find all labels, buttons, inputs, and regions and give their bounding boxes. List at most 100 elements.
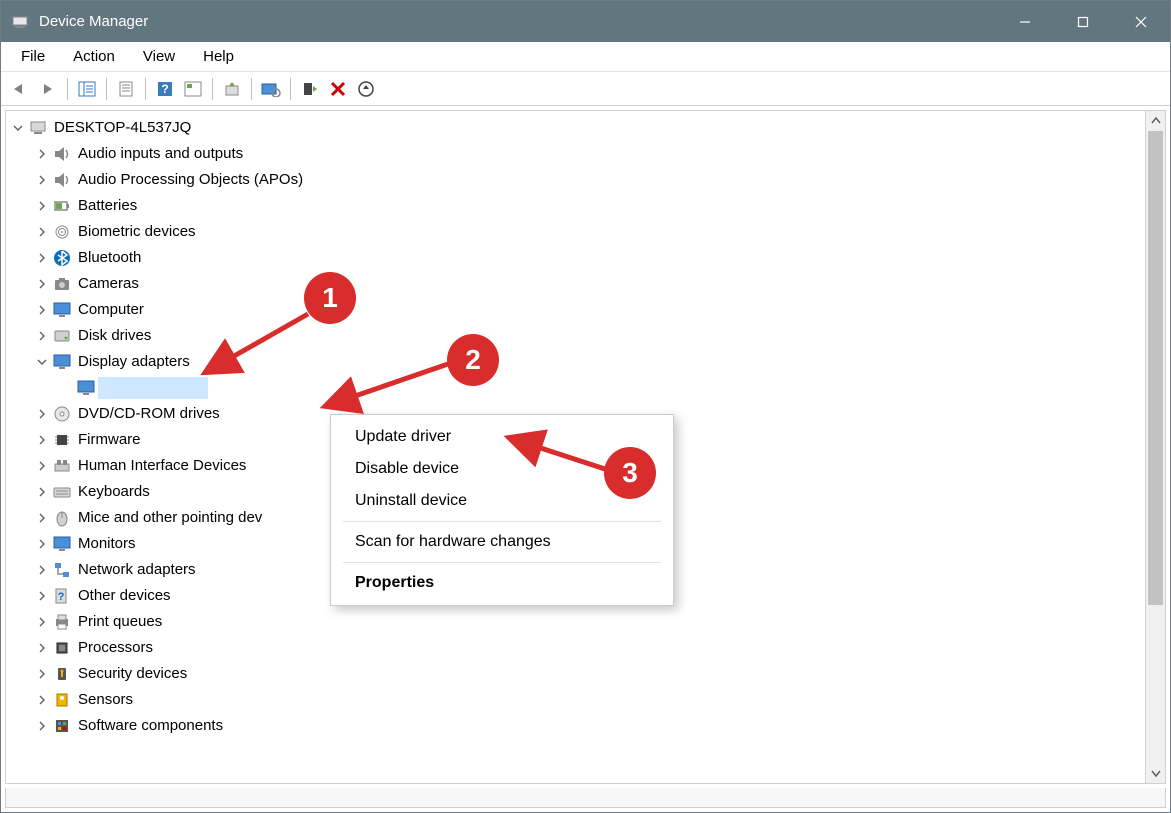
scroll-track[interactable]: [1146, 131, 1165, 763]
printer-icon: [52, 612, 72, 632]
security-icon: [52, 664, 72, 684]
scroll-up-button[interactable]: [1146, 111, 1165, 131]
tree-node-label: Display adapters: [78, 349, 190, 375]
expand-icon[interactable]: [34, 250, 50, 266]
tree-node-label: Batteries: [78, 193, 137, 219]
window-controls: [996, 1, 1170, 42]
tree-node-label: Bluetooth: [78, 245, 141, 271]
disable-device-button[interactable]: [325, 76, 351, 102]
collapse-icon[interactable]: [10, 120, 26, 136]
tree-node[interactable]: Biometric devices: [34, 219, 1145, 245]
tree-node-label: Firmware: [78, 427, 141, 453]
expand-icon[interactable]: [34, 146, 50, 162]
collapse-icon[interactable]: [34, 354, 50, 370]
tree-node[interactable]: Security devices: [34, 661, 1145, 687]
tree-node[interactable]: Print queues: [34, 609, 1145, 635]
context-scan-hardware[interactable]: Scan for hardware changes: [331, 526, 673, 558]
menu-action[interactable]: Action: [59, 44, 129, 69]
expand-icon[interactable]: [34, 640, 50, 656]
tree-node[interactable]: Sensors: [34, 687, 1145, 713]
tree-node-label: Cameras: [78, 271, 139, 297]
expand-icon[interactable]: [34, 198, 50, 214]
vertical-scrollbar[interactable]: [1146, 110, 1166, 784]
expand-icon[interactable]: [34, 510, 50, 526]
scan-hardware-button[interactable]: [258, 76, 284, 102]
mouse-icon: [52, 508, 72, 528]
close-button[interactable]: [1112, 1, 1170, 42]
expand-icon[interactable]: [34, 172, 50, 188]
annotation-circle: 3: [604, 447, 656, 499]
properties-button[interactable]: [113, 76, 139, 102]
menu-view[interactable]: View: [129, 44, 189, 69]
toolbar-separator: [290, 78, 291, 100]
tree-node-label: Human Interface Devices: [78, 453, 246, 479]
unknown-icon: ?: [52, 586, 72, 606]
app-icon: [11, 13, 29, 31]
show-hidden-button[interactable]: [180, 76, 206, 102]
expand-icon[interactable]: [34, 666, 50, 682]
scroll-down-button[interactable]: [1146, 763, 1165, 783]
tree-node[interactable]: Disk drives: [34, 323, 1145, 349]
enable-device-button[interactable]: [297, 76, 323, 102]
tree-node[interactable]: Computer: [34, 297, 1145, 323]
toolbar: ?: [1, 72, 1170, 106]
back-button[interactable]: [7, 76, 33, 102]
update-driver-toolbar-button[interactable]: [219, 76, 245, 102]
scroll-thumb[interactable]: [1148, 131, 1163, 605]
cpu-icon: [52, 638, 72, 658]
disk-icon: [52, 326, 72, 346]
tree-node[interactable]: Audio inputs and outputs: [34, 141, 1145, 167]
tree-node[interactable]: [58, 375, 1145, 401]
tree-root-node[interactable]: DESKTOP-4L537JQ: [10, 115, 1145, 141]
expand-icon[interactable]: [34, 406, 50, 422]
toolbar-separator: [145, 78, 146, 100]
menu-file[interactable]: File: [7, 44, 59, 69]
monitor-icon: [76, 378, 96, 398]
bluetooth-icon: [52, 248, 72, 268]
tree-node-label: Processors: [78, 635, 153, 661]
tree-node[interactable]: Bluetooth: [34, 245, 1145, 271]
tree-node[interactable]: Cameras: [34, 271, 1145, 297]
expand-icon[interactable]: [34, 302, 50, 318]
help-button[interactable]: ?: [152, 76, 178, 102]
tree-node-label: DESKTOP-4L537JQ: [54, 115, 191, 141]
camera-icon: [52, 274, 72, 294]
toolbar-separator: [67, 78, 68, 100]
tree-node[interactable]: Batteries: [34, 193, 1145, 219]
expand-icon[interactable]: [34, 458, 50, 474]
uninstall-device-button[interactable]: [353, 76, 379, 102]
expand-icon[interactable]: [34, 692, 50, 708]
expand-icon[interactable]: [34, 536, 50, 552]
monitor-icon: [52, 352, 72, 372]
tree-node[interactable]: Display adapters: [34, 349, 1145, 375]
menu-help[interactable]: Help: [189, 44, 248, 69]
battery-icon: [52, 196, 72, 216]
tree-node-label: Security devices: [78, 661, 187, 687]
titlebar[interactable]: Device Manager: [1, 1, 1170, 42]
expand-icon[interactable]: [34, 484, 50, 500]
expand-icon[interactable]: [34, 588, 50, 604]
tree-node-label: Sensors: [78, 687, 133, 713]
speaker-icon: [52, 144, 72, 164]
expand-icon[interactable]: [34, 224, 50, 240]
expand-icon[interactable]: [34, 562, 50, 578]
forward-button[interactable]: [35, 76, 61, 102]
software-icon: [52, 716, 72, 736]
expand-icon[interactable]: [34, 614, 50, 630]
window-title: Device Manager: [39, 13, 996, 30]
context-properties[interactable]: Properties: [331, 567, 673, 599]
tree-node[interactable]: Software components: [34, 713, 1145, 739]
tree-node[interactable]: Audio Processing Objects (APOs): [34, 167, 1145, 193]
tree-node[interactable]: Processors: [34, 635, 1145, 661]
tree-node-label: Audio Processing Objects (APOs): [78, 167, 303, 193]
expand-icon[interactable]: [34, 718, 50, 734]
context-menu: Update driver Disable device Uninstall d…: [330, 414, 674, 606]
expand-icon[interactable]: [34, 328, 50, 344]
expand-icon[interactable]: [34, 276, 50, 292]
minimize-button[interactable]: [996, 1, 1054, 42]
show-hide-tree-button[interactable]: [74, 76, 100, 102]
maximize-button[interactable]: [1054, 1, 1112, 42]
tree-node-label: Computer: [78, 297, 144, 323]
horizontal-scrollbar[interactable]: [5, 788, 1166, 808]
expand-icon[interactable]: [34, 432, 50, 448]
